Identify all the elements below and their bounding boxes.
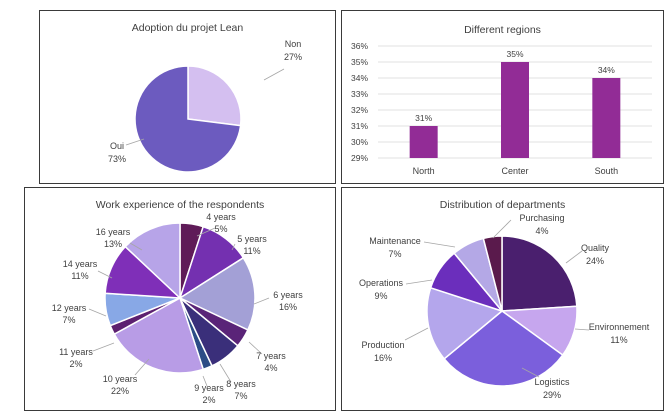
experience-label-10-years: 10 years (103, 374, 138, 384)
experience-pct-8-years: 7% (234, 391, 247, 401)
department-leader-line-maintenance (423, 241, 456, 248)
experience-leader-line-5-years (231, 243, 236, 251)
department-leader-line-production (404, 327, 429, 341)
experience-leader-line-9-years (202, 375, 208, 387)
chart-title-departments: Distribution of departments (439, 199, 566, 211)
experience-leader-line-4-years (196, 227, 216, 237)
experience-pct-4-years: 5% (214, 224, 227, 234)
adoption-pct-non: 27% (284, 52, 302, 62)
adoption-label-oui: Oui (110, 141, 124, 151)
department-pct-purchasing: 4% (535, 226, 548, 236)
y-tick-label: 33% (351, 89, 368, 99)
experience-label-4-years: 4 years (206, 212, 236, 222)
bar-value-label-north: 31% (415, 113, 432, 123)
y-tick-label: 31% (351, 121, 368, 131)
experience-slice-16-years (124, 222, 181, 300)
y-tick-label: 34% (351, 73, 368, 83)
department-pct-operations: 9% (374, 291, 387, 301)
y-tick-label: 36% (351, 41, 368, 51)
y-tick-label: 32% (351, 105, 368, 115)
experience-leader-line-14-years (97, 270, 113, 279)
pie-chart-departments: Quality 24% Environnement 11% Logistics 29% Pr… (359, 213, 650, 400)
bar-center (501, 62, 529, 158)
experience-leader-line-7-years (248, 341, 263, 355)
adoption-label-non: Non (285, 39, 302, 49)
bar-chart-regions: 29% 30% 31% 32% 33% 34% 35% 36% 31% North 35% Cente… (351, 41, 652, 176)
experience-label-8-years: 8 years (226, 379, 256, 389)
experience-label-12-years: 12 years (52, 303, 87, 313)
department-leader-line-environnement (574, 328, 590, 331)
department-pct-quality: 24% (586, 256, 604, 266)
pie-chart-adoption: Non 27% Oui 73% (108, 39, 302, 173)
experience-leader-line-12-years (88, 308, 107, 317)
experience-pct-5-years: 11% (243, 246, 260, 256)
experience-slice-6-years (178, 256, 256, 331)
y-tick-label: 35% (351, 57, 368, 67)
chart-panel-experience: Work experience of the respondents 4 yea… (24, 187, 336, 411)
department-label-quality: Quality (581, 243, 610, 253)
bar-north (409, 126, 438, 158)
pie-chart-experience: 4 years 5% 5 years 11% 6 years 16% 7 years 4% 8 … (52, 212, 304, 405)
experience-pct-10-years: 22% (111, 386, 129, 396)
department-leader-line-logistics (521, 367, 540, 378)
x-tick-label-center: Center (501, 166, 528, 176)
y-tick-label: 30% (351, 137, 368, 147)
experience-label-16-years: 16 years (96, 227, 131, 237)
experience-label-9-years: 9 years (194, 383, 224, 393)
department-slice-logistics (443, 310, 564, 387)
adoption-leader-line-oui (125, 138, 145, 146)
department-label-operations: Operations (359, 278, 404, 288)
chart-title-adoption: Adoption du projet Lean (131, 22, 244, 34)
experience-label-11-years: 11 years (59, 347, 93, 357)
chart-title-experience: Work experience of the respondents (95, 199, 265, 211)
experience-label-14-years: 14 years (63, 259, 98, 269)
adoption-leader-line-non (263, 68, 285, 81)
bar-value-label-center: 35% (506, 49, 523, 59)
experience-label-5-years: 5 years (237, 234, 267, 244)
experience-pct-7-years: 4% (264, 363, 277, 373)
department-pct-logistics: 29% (543, 390, 561, 400)
department-leader-line-operations (405, 279, 433, 285)
experience-leader-line-16-years (129, 242, 143, 251)
bar-south (592, 78, 621, 158)
experience-leader-line-6-years (253, 297, 270, 305)
experience-label-7-years: 7 years (256, 351, 286, 361)
department-leader-line-purchasing (492, 219, 512, 239)
experience-slice-10-years (113, 296, 205, 374)
department-slice-quality (501, 235, 578, 312)
x-tick-label-north: North (413, 166, 435, 176)
department-label-purchasing: Purchasing (519, 213, 564, 223)
department-label-maintenance: Maintenance (369, 236, 421, 246)
experience-pct-6-years: 16% (279, 302, 297, 312)
adoption-slice-oui (134, 65, 242, 173)
y-tick-label: 29% (351, 153, 368, 163)
department-slice-purchasing (482, 235, 503, 312)
department-label-logistics: Logistics (534, 377, 570, 387)
department-label-environnement: Environnement (589, 322, 650, 332)
experience-label-6-years: 6 years (273, 290, 303, 300)
experience-leader-line-8-years (219, 363, 232, 383)
department-leader-line-quality (565, 250, 583, 264)
department-pct-production: 16% (374, 353, 392, 363)
department-pct-environnement: 11% (610, 335, 627, 345)
experience-pct-9-years: 2% (202, 395, 215, 405)
experience-leader-line-11-years (92, 342, 115, 352)
bar-value-label-south: 34% (598, 65, 615, 75)
experience-pct-14-years: 11% (71, 271, 88, 281)
chart-panel-departments: Distribution of departments Quality 24% En… (341, 187, 664, 411)
chart-title-regions: Different regions (464, 24, 541, 36)
adoption-slice-non (187, 65, 242, 127)
department-label-production: Production (361, 340, 404, 350)
department-pct-maintenance: 7% (388, 249, 401, 259)
chart-panel-regions: Different regions 29% 30% 31% 32% 33% 34% 35% 3… (341, 10, 664, 184)
experience-pct-12-years: 7% (62, 315, 75, 325)
chart-panel-adoption: Adoption du projet Lean Non 27% Oui 73% (39, 10, 336, 184)
x-tick-label-south: South (595, 166, 619, 176)
adoption-pct-oui: 73% (108, 154, 126, 164)
experience-pct-11-years: 2% (69, 359, 82, 369)
experience-pct-16-years: 13% (104, 239, 122, 249)
experience-leader-line-10-years (134, 358, 150, 376)
